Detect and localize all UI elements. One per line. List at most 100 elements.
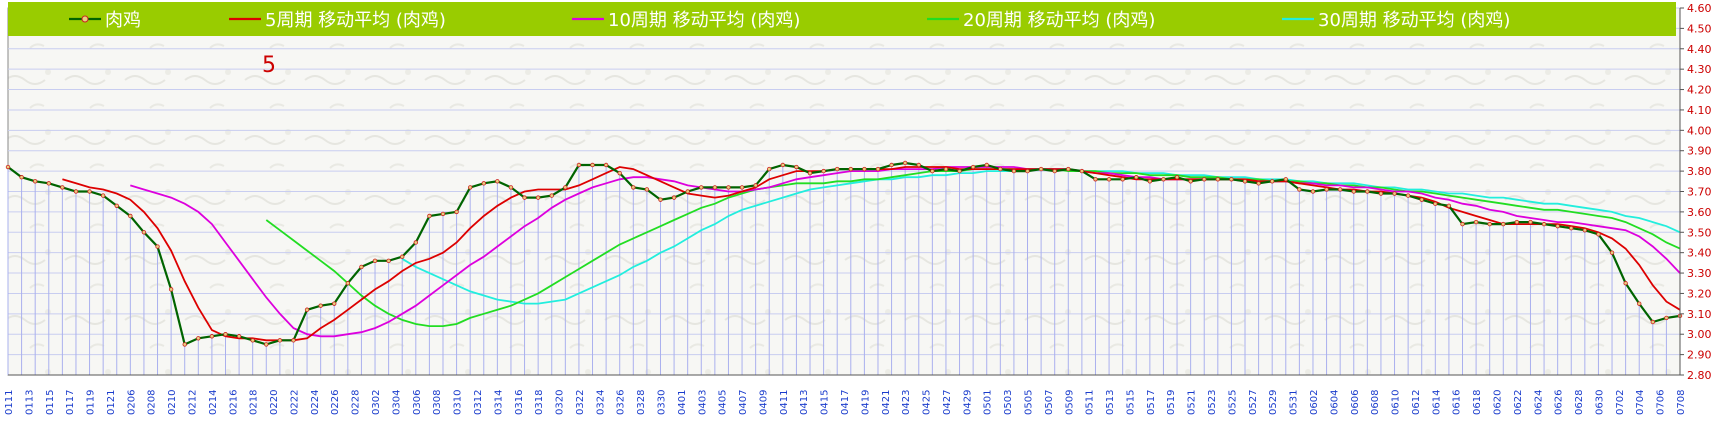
x-tick-label: 0314 <box>493 390 504 415</box>
price-point <box>984 162 989 168</box>
x-tick-label: 0115 <box>45 390 56 415</box>
price-point <box>821 168 826 174</box>
x-tick-label: 0618 <box>1472 390 1483 415</box>
price-point <box>73 189 79 194</box>
price-point <box>141 230 147 235</box>
x-tick-label: 0427 <box>942 390 953 415</box>
price-point <box>1297 187 1302 192</box>
x-tick-label: 0614 <box>1431 390 1442 415</box>
price-point <box>400 254 405 259</box>
x-tick-label: 0413 <box>799 390 810 415</box>
legend-item-1: 肉鸡 <box>69 10 141 31</box>
legend-bar <box>8 2 1676 36</box>
x-tick-label: 0322 <box>575 390 586 415</box>
price-point <box>1596 232 1601 237</box>
x-tick-label: 0505 <box>1024 390 1035 415</box>
price-point <box>889 162 894 168</box>
price-point <box>1460 221 1465 227</box>
price-point <box>345 281 351 286</box>
x-tick-label: 0218 <box>249 390 260 415</box>
price-point <box>1405 193 1411 198</box>
x-tick-label: 0602 <box>1309 390 1320 415</box>
x-tick-label: 0318 <box>534 390 545 415</box>
x-tick-label: 0421 <box>881 390 892 415</box>
x-tick-label: 0117 <box>65 390 76 415</box>
x-tick-label: 0228 <box>351 390 362 415</box>
x-tick-label: 0523 <box>1207 390 1218 415</box>
price-point <box>264 342 269 347</box>
y-tick-label: 3.20 <box>1687 287 1712 300</box>
price-point <box>1052 168 1057 174</box>
price-point <box>277 338 283 343</box>
price-point <box>114 203 119 208</box>
y-tick-label: 3.80 <box>1687 165 1712 178</box>
x-tick-label: 0330 <box>657 390 668 415</box>
x-tick-label: 0606 <box>1350 390 1361 415</box>
legend-item-4: 20周期 移动平均 (肉鸡) <box>927 10 1155 31</box>
price-point <box>1664 315 1669 321</box>
x-tick-label: 0425 <box>922 390 933 415</box>
x-tick-label: 0409 <box>758 390 769 415</box>
price-point <box>1528 219 1533 225</box>
x-axis: 0111 0113 0115 0117 0119 0121 0206 0208 0210 0212… <box>4 374 1687 415</box>
price-point <box>1378 191 1384 196</box>
x-tick-label: 0612 <box>1411 390 1422 415</box>
y-tick-label: 2.90 <box>1687 349 1712 362</box>
x-tick-label: 0326 <box>616 390 627 415</box>
x-tick-label: 0521 <box>1187 390 1198 415</box>
price-point <box>1066 166 1071 172</box>
x-tick-label: 0628 <box>1574 390 1585 415</box>
x-tick-label: 0312 <box>473 390 484 415</box>
price-point <box>19 175 24 180</box>
price-point <box>1365 189 1370 194</box>
x-tick-label: 0226 <box>330 390 341 415</box>
price-point <box>1337 187 1343 192</box>
x-tick-label: 0529 <box>1268 390 1279 415</box>
price-point <box>250 338 255 343</box>
x-tick-label: 0302 <box>371 390 382 415</box>
price-point <box>1106 177 1112 182</box>
x-tick-label: 0525 <box>1227 390 1238 415</box>
price-point <box>427 213 432 219</box>
price-point <box>168 287 174 292</box>
price-point <box>563 185 568 190</box>
price-point <box>209 334 215 339</box>
price-point <box>236 334 242 339</box>
price-point <box>454 209 459 215</box>
y-tick-label: 3.30 <box>1687 267 1712 280</box>
y-tick-label: 3.60 <box>1687 206 1712 219</box>
x-tick-label: 0704 <box>1635 390 1646 415</box>
price-point <box>767 166 772 172</box>
price-point <box>5 164 11 170</box>
x-tick-label: 0503 <box>1003 390 1014 415</box>
price-point <box>671 195 677 200</box>
price-point <box>1242 179 1248 184</box>
price-point <box>998 166 1003 172</box>
price-point <box>1650 319 1656 325</box>
price-point <box>1351 189 1356 194</box>
price-point <box>1555 223 1560 229</box>
x-tick-label: 0608 <box>1370 390 1381 415</box>
price-point <box>32 179 38 184</box>
price-point <box>1582 228 1588 233</box>
price-point <box>1079 168 1085 174</box>
price-point <box>862 166 867 172</box>
y-tick-label: 4.10 <box>1687 104 1712 117</box>
price-point <box>1569 225 1574 231</box>
x-tick-label: 0616 <box>1452 390 1463 415</box>
price-point <box>875 166 881 172</box>
price-point <box>739 185 745 190</box>
price-point <box>1392 191 1397 196</box>
x-tick-label: 0405 <box>718 390 729 415</box>
x-tick-label: 0306 <box>412 390 423 415</box>
y-tick-label: 3.70 <box>1687 186 1712 199</box>
y-tick-label: 3.40 <box>1687 247 1712 260</box>
x-tick-label: 0419 <box>860 390 871 415</box>
price-point <box>1487 221 1492 227</box>
price-point <box>359 264 364 270</box>
y-tick-label: 4.00 <box>1687 124 1712 137</box>
x-tick-label: 0324 <box>595 390 606 415</box>
price-point <box>1174 175 1180 180</box>
price-point <box>631 185 636 190</box>
